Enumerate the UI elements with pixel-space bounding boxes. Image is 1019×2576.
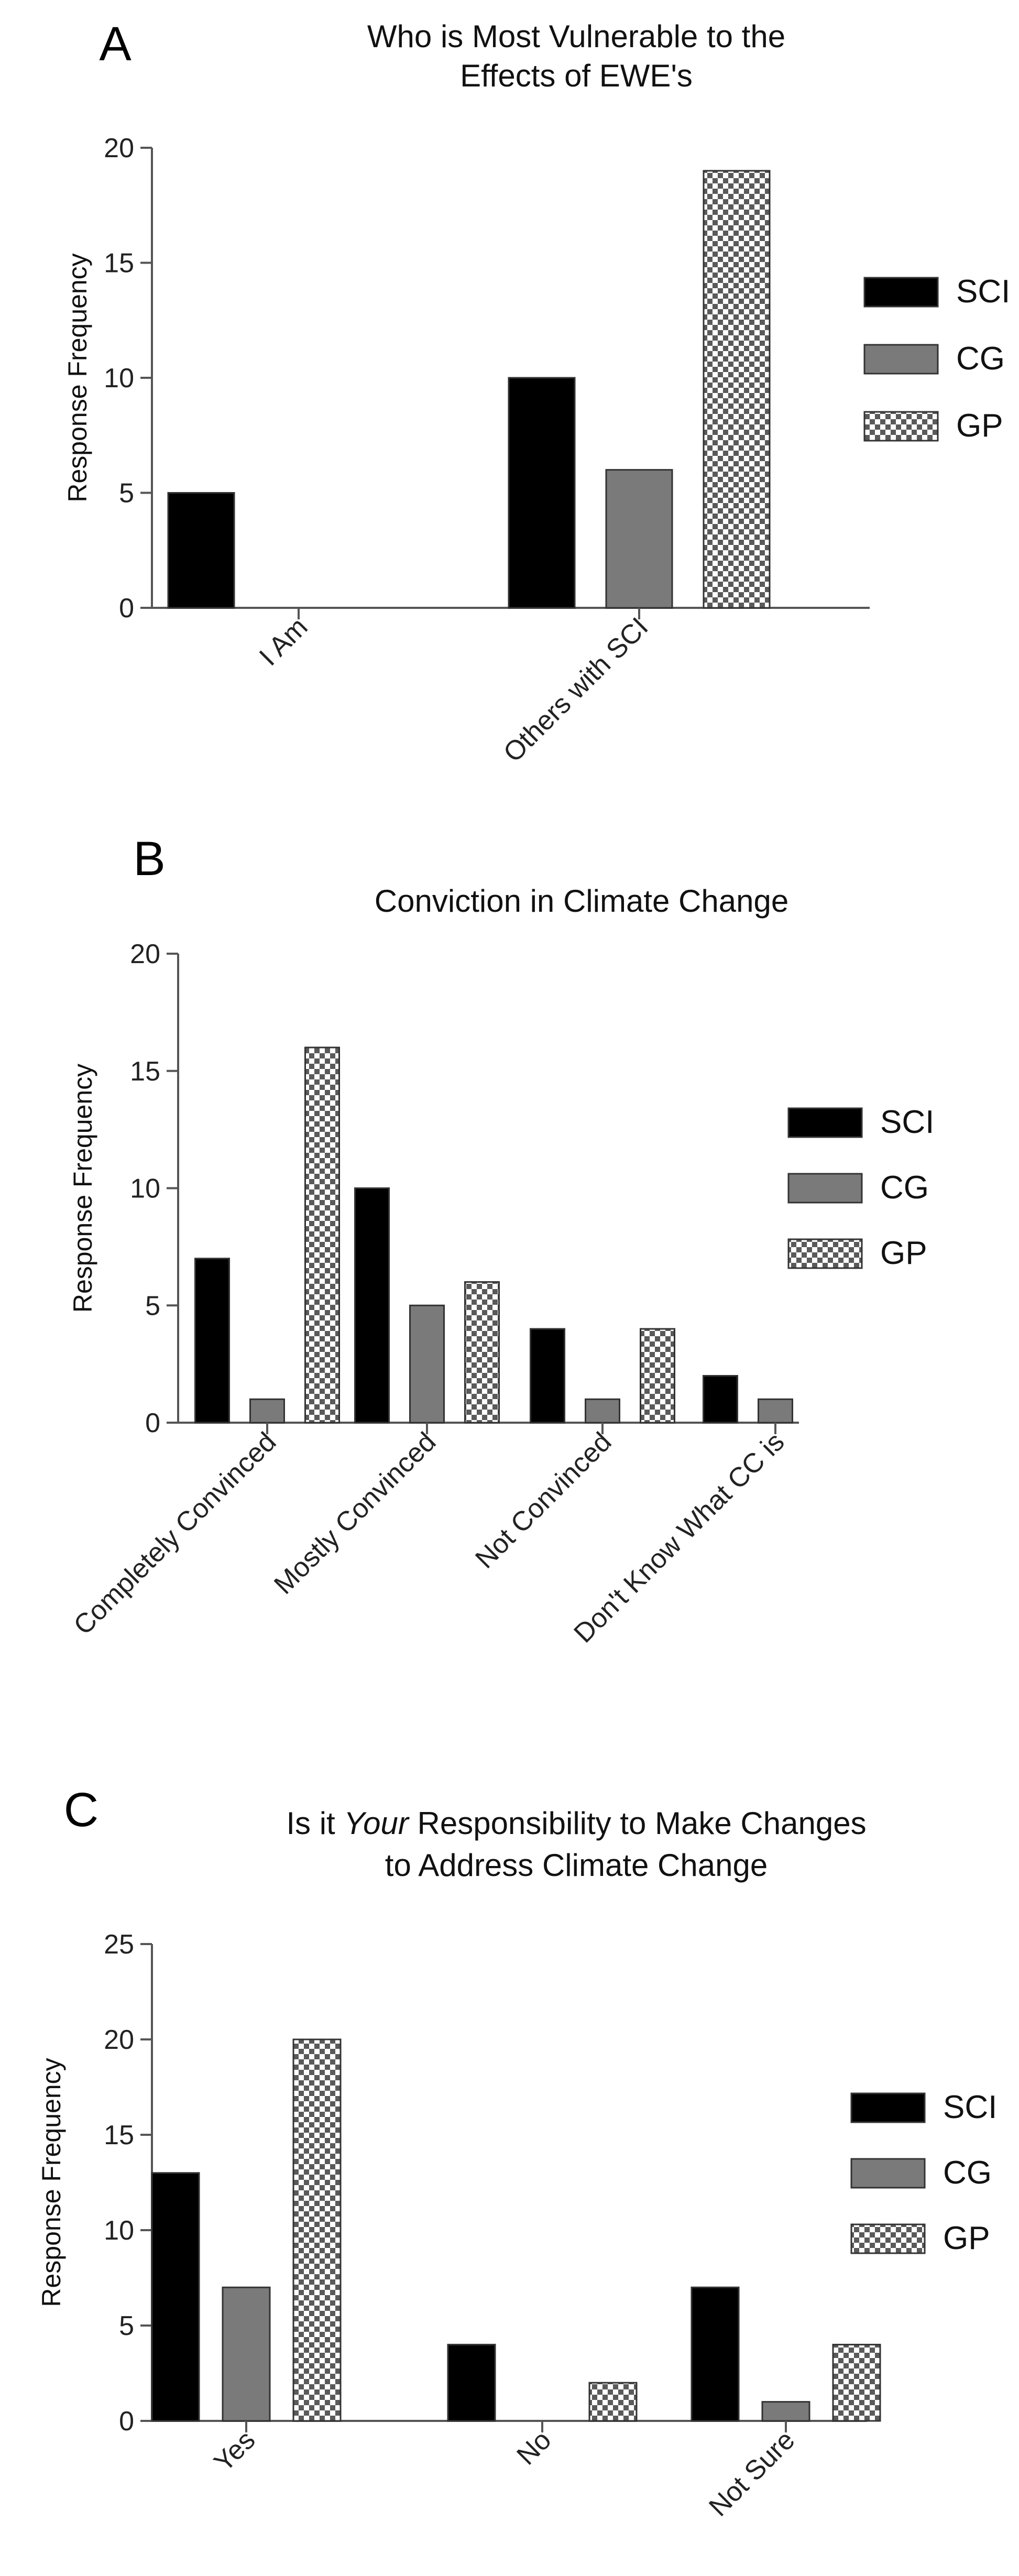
legend-label-sci: SCI	[943, 2089, 997, 2125]
bar-cg	[222, 2286, 271, 2422]
legend-label-cg: CG	[880, 1170, 929, 1206]
panel-letter: A	[99, 17, 132, 71]
y-tick-label: 15	[130, 1056, 160, 1087]
bar-cg	[585, 1398, 620, 1424]
bar-cg	[761, 2401, 810, 2422]
y-tick-label: 10	[104, 363, 134, 394]
bar-cg	[605, 469, 673, 609]
bar-sci	[151, 2172, 200, 2422]
y-axis-label: Response Frequency	[37, 2058, 66, 2307]
bar-gp	[832, 2343, 881, 2422]
y-tick-label: 20	[130, 939, 160, 969]
legend-swatch-cg	[863, 344, 939, 375]
y-tick-label: 15	[104, 2120, 134, 2151]
x-category-label: I Am	[254, 612, 314, 672]
chart-title-line: Effects of EWE's	[460, 58, 693, 93]
legend-swatch-gp	[863, 411, 939, 442]
legend-swatch-gp	[787, 1238, 863, 1269]
legend-swatch-sci	[787, 1107, 863, 1138]
y-tick-label: 5	[119, 478, 134, 509]
bar-gp	[292, 2038, 342, 2422]
bar-cg	[249, 1398, 285, 1424]
chart-panel-a: A Who is Most Vulnerable to the Effects of…	[63, 17, 1010, 768]
bar-sci	[530, 1328, 565, 1424]
x-category-label: Not Sure	[703, 2425, 801, 2522]
bar-sci	[691, 2286, 740, 2422]
y-tick-label: 0	[119, 2406, 134, 2437]
legend-swatch-cg	[850, 2158, 926, 2189]
legend-swatch-sci	[863, 277, 939, 308]
bar-gp	[304, 1046, 340, 1424]
bar-sci	[354, 1187, 390, 1424]
x-category-label: No	[511, 2425, 557, 2471]
x-category-label: Yes	[208, 2425, 261, 2477]
bar-gp	[464, 1281, 500, 1424]
legend-swatch-sci	[850, 2092, 926, 2123]
chart-panel-c: C Is it Your Responsibility to Make Chang…	[37, 1783, 997, 2523]
legend-label-sci: SCI	[880, 1104, 934, 1140]
chart-title-line: Who is Most Vulnerable to the	[367, 19, 785, 54]
legend-label-gp: GP	[943, 2220, 990, 2256]
chart-panel-b: B Conviction in Climate Change 0 5 10 15 20 Res…	[68, 832, 935, 1649]
y-tick-label: 10	[104, 2215, 134, 2246]
y-tick-label: 0	[119, 593, 134, 624]
y-tick-label: 20	[104, 133, 134, 163]
legend-label-cg: CG	[943, 2155, 992, 2191]
y-tick-label: 20	[104, 2025, 134, 2055]
x-category-label: Not Convinced	[469, 1426, 617, 1574]
legend-label-sci: SCI	[956, 274, 1010, 310]
x-category-label: Mostly Convinced	[268, 1426, 442, 1600]
bar-cg	[409, 1304, 445, 1424]
legend-label-cg: CG	[956, 341, 1005, 377]
bar-sci	[703, 1375, 738, 1424]
legend-swatch-cg	[787, 1173, 863, 1204]
legend-label-gp: GP	[880, 1235, 927, 1271]
panel-letter: B	[133, 832, 165, 886]
bar-sci	[194, 1258, 230, 1424]
bar-gp	[703, 170, 771, 609]
legend-swatch-gp	[850, 2223, 926, 2254]
bar-cg	[758, 1398, 793, 1424]
bar-gp	[588, 2382, 638, 2422]
y-axis-label: Response Frequency	[68, 1064, 97, 1313]
bar-sci	[508, 377, 576, 609]
y-tick-label: 5	[145, 1291, 160, 1321]
y-tick-label: 10	[130, 1174, 160, 1204]
chart-title-line: Is it Your Responsibility to Make Change…	[286, 1806, 866, 1841]
bar-sci	[447, 2343, 496, 2422]
bar-sci	[167, 492, 235, 609]
x-category-label: Completely Convinced	[68, 1426, 282, 1641]
panel-letter: C	[64, 1783, 98, 1837]
y-tick-label: 15	[104, 248, 134, 279]
y-tick-label: 5	[119, 2311, 134, 2341]
legend-label-gp: GP	[956, 408, 1003, 444]
bar-gp	[640, 1328, 675, 1424]
y-axis-label: Response Frequency	[63, 253, 92, 502]
x-category-label: Others with SCI	[498, 612, 654, 768]
y-tick-label: 0	[145, 1408, 160, 1438]
y-tick-label: 25	[104, 1929, 134, 1960]
chart-title-line: to Address Climate Change	[385, 1848, 768, 1883]
chart-title-line: Conviction in Climate Change	[375, 883, 788, 919]
